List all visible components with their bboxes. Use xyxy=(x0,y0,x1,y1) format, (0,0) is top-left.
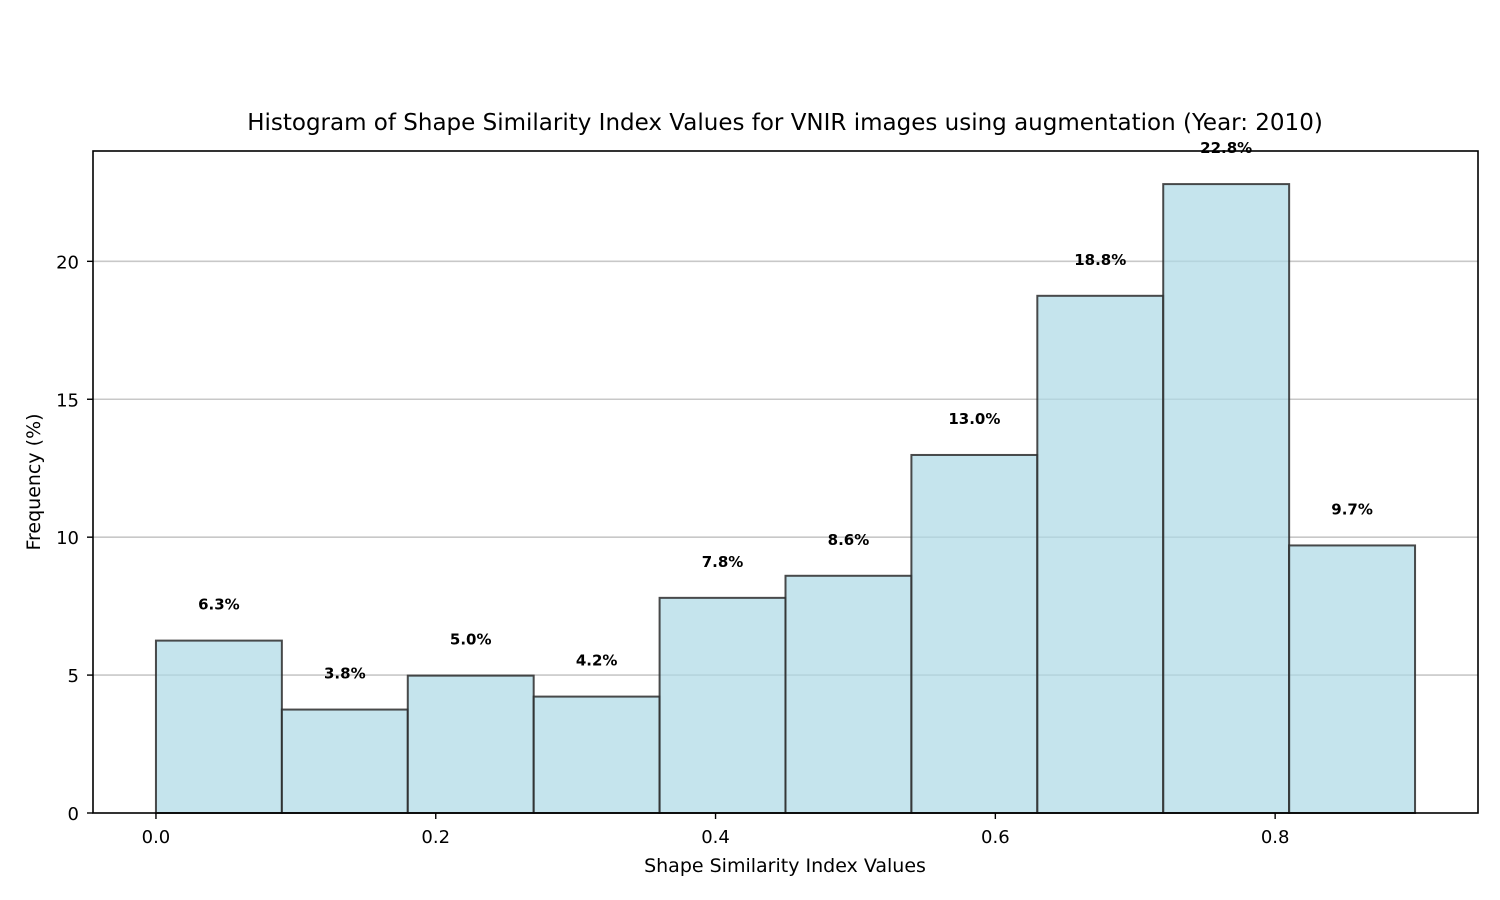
y-tick-label: 5 xyxy=(68,666,79,687)
histogram-bar xyxy=(406,674,535,815)
x-tick-label: 0.8 xyxy=(1261,827,1290,848)
x-tick-label: 0.6 xyxy=(981,827,1010,848)
bar-value-label: 18.8% xyxy=(1074,251,1126,269)
histogram-bar xyxy=(1162,183,1291,815)
y-tick-label: 20 xyxy=(56,252,79,273)
bars xyxy=(154,183,1417,815)
histogram-bar xyxy=(280,708,409,814)
y-tick-label: 0 xyxy=(68,804,79,825)
y-axis-ticks: 0 5 10 15 20 xyxy=(56,252,93,825)
histogram-bar xyxy=(658,596,787,814)
x-tick-label: 0.4 xyxy=(701,827,730,848)
bar-value-label: 6.3% xyxy=(198,596,240,614)
histogram-bar xyxy=(784,574,913,814)
bar-value-label: 5.0% xyxy=(450,631,492,649)
y-tick-label: 10 xyxy=(56,528,79,549)
bar-value-label: 4.2% xyxy=(576,652,618,670)
x-axis-ticks: 0.0 0.2 0.4 0.6 0.8 xyxy=(142,813,1290,848)
histogram-bar xyxy=(1036,294,1165,814)
x-axis-label: Shape Similarity Index Values xyxy=(644,855,926,877)
x-tick-label: 0.2 xyxy=(421,827,450,848)
data-labels: 6.3% 3.8% 5.0% 4.2% 7.8% 8.6% 13.0% 18.8% 22.8% 9… xyxy=(198,139,1373,682)
bar-value-label: 7.8% xyxy=(702,553,744,571)
bar-value-label: 9.7% xyxy=(1331,500,1373,518)
y-axis-label: Frequency (%) xyxy=(23,413,45,550)
bar-value-label: 13.0% xyxy=(948,410,1000,428)
histogram-bar xyxy=(154,639,283,815)
y-tick-label: 15 xyxy=(56,390,79,411)
chart-title: Histogram of Shape Similarity Index Valu… xyxy=(247,110,1323,136)
plot-frame xyxy=(92,150,1479,814)
histogram-bar xyxy=(1288,544,1417,814)
bar-value-label: 3.8% xyxy=(324,665,366,683)
bar-value-label: 8.6% xyxy=(828,531,870,549)
bar-value-label: 22.8% xyxy=(1200,139,1252,157)
histogram-bar xyxy=(532,695,661,814)
histogram-bar xyxy=(910,453,1039,814)
x-tick-label: 0.0 xyxy=(142,827,171,848)
